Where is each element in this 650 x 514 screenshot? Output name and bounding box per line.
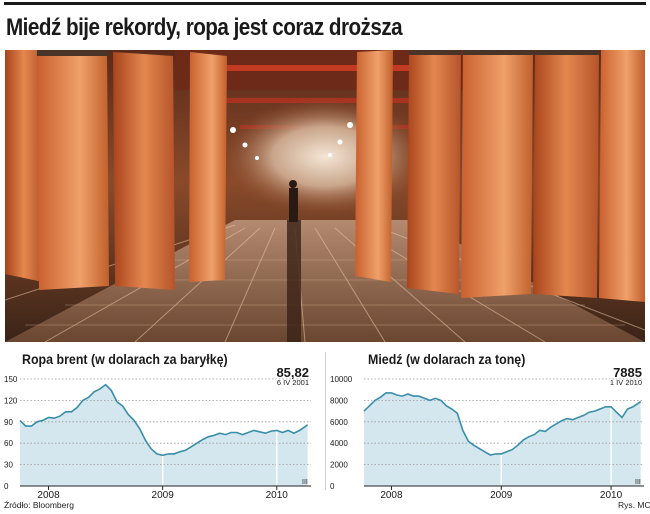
copper-quarter-marks: III (635, 479, 641, 486)
copper-x-tick-label: 2010 (600, 490, 623, 500)
oil-series-line (19, 383, 309, 457)
oil-y-tick-label: 150 (4, 375, 18, 384)
oil-x-tick-label: 2008 (37, 490, 60, 500)
copper-area (364, 392, 641, 486)
copper-annotation-date: 1 IV 2010 (610, 378, 642, 387)
chart-divider (325, 352, 326, 490)
copper-y-tick-label: 4000 (330, 439, 348, 448)
oil-chart-title: Ropa brent (w dolarach za baryłkę) (22, 352, 228, 367)
oil-y-tick-label: 0 (4, 482, 9, 491)
oil-x-tick-label: 2009 (152, 490, 175, 500)
oil-y-tick-label: 30 (4, 461, 13, 470)
copper-series-line (363, 392, 642, 456)
oil-quarter-marks: III (302, 479, 308, 486)
source-note: Źródło: Bloomberg (4, 500, 74, 510)
credit-note: Rys. MC (618, 500, 650, 510)
copper-y-tick-label: 10000 (330, 375, 353, 384)
oil-annotation-value: 85,82 (276, 365, 309, 380)
copper-y-tick-label: 6000 (330, 418, 348, 427)
copper-y-tick-label: 0 (330, 482, 335, 491)
oil-annotation-date: 6 IV 2001 (277, 378, 309, 387)
headline: Miedź bije rekordy, ropa jest coraz droż… (6, 14, 403, 41)
copper-refinery-photo (5, 50, 645, 342)
oil-y-tick-label: 60 (4, 439, 13, 448)
oil-y-tick-label: 90 (4, 418, 13, 427)
copper-y-tick-label: 2000 (330, 461, 348, 470)
oil-area (20, 384, 308, 486)
oil-x-tick-label: 2010 (266, 490, 289, 500)
copper-y-tick-label: 8000 (330, 396, 348, 405)
oil-price-chart: 0 30 60 90 120 150 2008 2009 2010 III 85,826 IV 20… (4, 365, 311, 500)
copper-chart-title: Miedź (w dolarach za tonę) (368, 352, 526, 367)
copper-price-chart: 0 2000 4000 6000 8000 10000 2008 2009 2010 III 788… (330, 365, 644, 500)
copper-annotation-value: 7885 (613, 365, 642, 380)
oil-y-tick-label: 120 (4, 396, 18, 405)
copper-x-tick-label: 2009 (490, 490, 513, 500)
copper-x-tick-label: 2008 (380, 490, 403, 500)
top-rule (4, 2, 646, 5)
